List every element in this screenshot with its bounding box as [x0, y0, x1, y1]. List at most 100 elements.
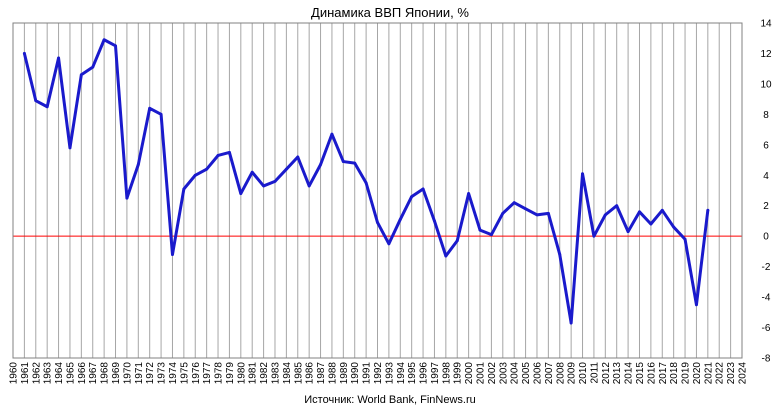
- y-tick-label: 0: [763, 232, 769, 243]
- data-point: [501, 211, 505, 215]
- data-point: [410, 195, 414, 198]
- data-point: [136, 163, 140, 167]
- x-tick-label: 1985: [293, 362, 304, 385]
- y-tick-label: 14: [760, 19, 772, 30]
- x-tick-label: 1984: [282, 362, 293, 385]
- data-point: [353, 161, 357, 165]
- data-point: [34, 99, 38, 103]
- x-tick-label: 1997: [430, 362, 441, 385]
- x-tick-label: 2018: [669, 362, 680, 385]
- x-tick-label: 1991: [362, 362, 373, 385]
- x-tick-label: 2014: [624, 362, 635, 385]
- x-tick-label: 2023: [726, 362, 737, 385]
- y-tick-label: -6: [762, 323, 771, 334]
- x-tick-label: 2022: [715, 362, 726, 385]
- series-layer: [22, 38, 710, 325]
- data-point: [307, 184, 311, 188]
- data-point: [148, 106, 152, 110]
- x-tick-label: 2021: [703, 362, 714, 385]
- data-point: [273, 179, 277, 183]
- data-point: [22, 52, 26, 55]
- data-point: [57, 56, 60, 60]
- data-point: [660, 208, 664, 212]
- x-tick-label: 1969: [111, 362, 122, 385]
- x-tick-label: 1975: [179, 362, 190, 385]
- data-point: [467, 192, 471, 195]
- x-tick-label: 1973: [157, 362, 168, 385]
- x-tick-label: 2000: [464, 362, 475, 385]
- data-point: [68, 146, 72, 150]
- data-point: [569, 321, 573, 325]
- x-tick-label: 2012: [601, 362, 612, 385]
- x-tick-label: 1990: [350, 362, 361, 385]
- x-tick-label: 1986: [305, 362, 316, 385]
- data-point: [512, 201, 516, 205]
- x-tick-label: 1989: [339, 362, 350, 385]
- data-point: [581, 172, 584, 176]
- data-point: [615, 204, 619, 208]
- y-tick-label: 8: [763, 110, 769, 121]
- data-point: [171, 253, 174, 256]
- data-point: [364, 181, 368, 185]
- x-tick-label: 2001: [476, 362, 487, 385]
- data-point: [490, 233, 493, 237]
- data-point: [603, 213, 607, 217]
- x-tick-label: 2016: [646, 362, 657, 385]
- x-tick-label: 1970: [122, 362, 133, 385]
- x-tick-labels: 1960 1961 1962 1963 1964 1965 1966 1967 1968 1969…: [9, 362, 749, 385]
- y-tick-label: -4: [762, 293, 771, 304]
- chart-title: Динамика ВВП Японии, %: [311, 5, 469, 20]
- data-point: [216, 154, 220, 157]
- y-tick-label: 12: [760, 49, 772, 60]
- data-point: [387, 242, 391, 246]
- x-tick-label: 1981: [248, 362, 259, 385]
- data-point: [626, 230, 630, 234]
- data-point: [683, 237, 687, 241]
- data-point: [125, 196, 129, 200]
- x-tick-label: 2006: [532, 362, 543, 385]
- data-point: [114, 44, 117, 48]
- data-point: [444, 254, 448, 258]
- x-tick-label: 2011: [589, 362, 600, 384]
- x-tick-label: 1979: [225, 362, 236, 385]
- x-tick-label: 2024: [738, 362, 749, 385]
- x-tick-label: 1992: [373, 362, 384, 385]
- data-point: [79, 73, 83, 77]
- x-tick-label: 2010: [578, 362, 589, 385]
- data-point: [91, 65, 95, 69]
- x-tick-label: 1965: [65, 362, 76, 385]
- x-tick-label: 1968: [100, 362, 111, 385]
- data-point: [433, 219, 436, 223]
- x-tick-label: 2019: [681, 362, 692, 385]
- y-tick-label: 10: [760, 79, 772, 90]
- x-tick-label: 1966: [77, 362, 88, 385]
- x-tick-label: 1961: [20, 362, 31, 385]
- x-tick-label: 1988: [327, 362, 338, 385]
- data-point: [535, 213, 539, 217]
- data-point: [478, 228, 482, 232]
- data-point: [250, 170, 254, 174]
- x-tick-label: 1983: [270, 362, 281, 385]
- y-tick-label: -2: [762, 262, 771, 273]
- data-point: [649, 222, 653, 226]
- data-point: [262, 184, 265, 188]
- x-tick-label: 2020: [692, 362, 703, 385]
- x-tick-label: 1978: [214, 362, 225, 385]
- x-tick-label: 1998: [441, 362, 452, 385]
- data-point: [182, 187, 186, 191]
- data-point: [592, 234, 596, 238]
- x-tick-label: 2017: [658, 362, 669, 385]
- data-point: [398, 218, 402, 221]
- x-tick-label: 2004: [510, 362, 521, 385]
- y-tick-label: 6: [763, 140, 769, 151]
- x-tick-label: 1977: [202, 362, 213, 385]
- x-tick-label: 1962: [31, 362, 42, 385]
- x-tick-label: 1993: [384, 362, 395, 385]
- data-point: [193, 173, 197, 177]
- x-tick-label: 2002: [487, 362, 498, 385]
- data-point: [228, 151, 231, 154]
- data-point: [672, 225, 676, 229]
- data-point: [421, 187, 425, 191]
